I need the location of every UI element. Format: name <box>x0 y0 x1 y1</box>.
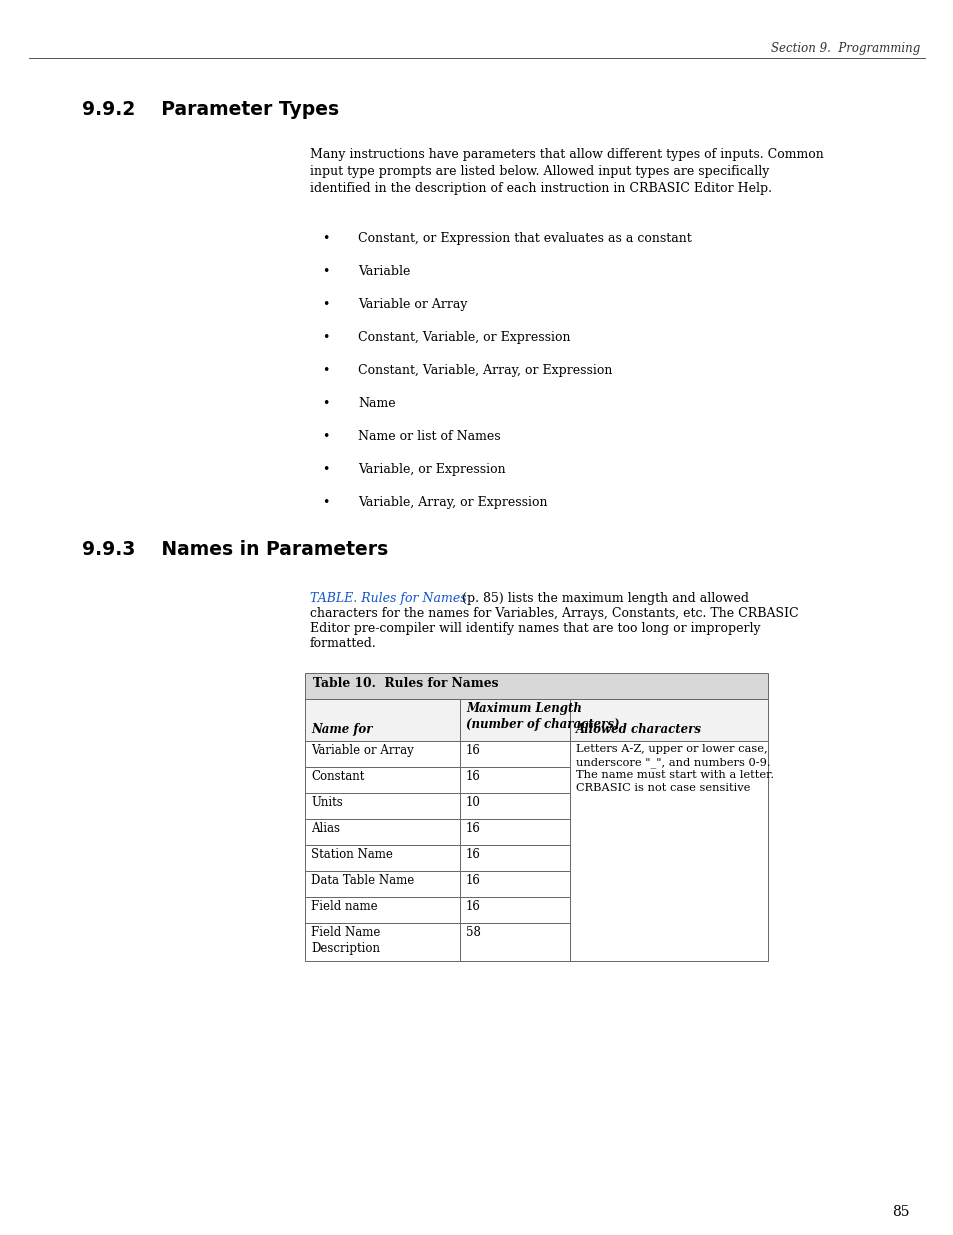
Bar <box>459 819 569 845</box>
Bar <box>459 871 569 897</box>
Text: characters for the names for Variables, Arrays, Constants, etc. The CRBASIC: characters for the names for Variables, … <box>310 606 798 620</box>
Bar <box>305 699 459 741</box>
Bar <box>305 897 459 923</box>
Bar <box>305 673 767 699</box>
Bar <box>459 793 569 819</box>
Text: Variable, or Expression: Variable, or Expression <box>357 463 505 475</box>
Bar <box>305 819 459 845</box>
Bar <box>569 741 767 961</box>
Text: 16: 16 <box>465 874 480 887</box>
Text: Field Name
Description: Field Name Description <box>311 926 380 955</box>
Text: Name for: Name for <box>311 722 372 736</box>
Bar <box>305 793 459 819</box>
Bar <box>459 699 569 741</box>
Text: 16: 16 <box>465 823 480 835</box>
Bar <box>305 845 459 871</box>
Text: 16: 16 <box>465 900 480 913</box>
Text: Editor pre-compiler will identify names that are too long or improperly: Editor pre-compiler will identify names … <box>310 622 760 635</box>
Text: •: • <box>322 266 329 278</box>
Text: Constant, or Expression that evaluates as a constant: Constant, or Expression that evaluates a… <box>357 232 691 245</box>
Text: •: • <box>322 496 329 509</box>
Text: Units: Units <box>311 797 342 809</box>
Text: Variable or Array: Variable or Array <box>311 743 414 757</box>
Text: Field name: Field name <box>311 900 377 913</box>
Text: Station Name: Station Name <box>311 848 393 861</box>
Text: Data Table Name: Data Table Name <box>311 874 414 887</box>
Text: •: • <box>322 430 329 443</box>
Text: Section 9.  Programming: Section 9. Programming <box>770 42 919 56</box>
Text: 16: 16 <box>465 769 480 783</box>
Text: •: • <box>322 364 329 377</box>
Text: Maximum Length
(number of characters): Maximum Length (number of characters) <box>465 701 618 731</box>
Text: Allowed characters: Allowed characters <box>576 722 701 736</box>
Text: Name: Name <box>357 396 395 410</box>
Bar <box>459 741 569 767</box>
Text: 16: 16 <box>465 848 480 861</box>
Text: Letters A-Z, upper or lower case,
underscore "_", and numbers 0-9.
The name must: Letters A-Z, upper or lower case, unders… <box>576 743 773 793</box>
Text: Variable, Array, or Expression: Variable, Array, or Expression <box>357 496 547 509</box>
Text: Alias: Alias <box>311 823 339 835</box>
Text: •: • <box>322 298 329 311</box>
Text: formatted.: formatted. <box>310 637 376 650</box>
Text: 85: 85 <box>892 1205 909 1219</box>
Text: TABLE. Rules for Names: TABLE. Rules for Names <box>310 592 466 605</box>
Text: Constant, Variable, or Expression: Constant, Variable, or Expression <box>357 331 570 345</box>
Text: 16: 16 <box>465 743 480 757</box>
Text: •: • <box>322 396 329 410</box>
Text: 58: 58 <box>465 926 480 939</box>
Text: Variable: Variable <box>357 266 410 278</box>
Bar <box>459 845 569 871</box>
Text: (p. 85) lists the maximum length and allowed: (p. 85) lists the maximum length and all… <box>457 592 748 605</box>
Text: Name or list of Names: Name or list of Names <box>357 430 500 443</box>
Bar <box>305 741 459 767</box>
Text: Table 10.  Rules for Names: Table 10. Rules for Names <box>313 677 498 690</box>
Bar <box>459 897 569 923</box>
Text: Variable or Array: Variable or Array <box>357 298 467 311</box>
Text: •: • <box>322 232 329 245</box>
Bar <box>305 767 459 793</box>
Bar <box>459 923 569 961</box>
Text: •: • <box>322 463 329 475</box>
Text: 10: 10 <box>465 797 480 809</box>
Text: 9.9.2    Parameter Types: 9.9.2 Parameter Types <box>82 100 338 119</box>
Bar <box>459 767 569 793</box>
Text: •: • <box>322 331 329 345</box>
Bar <box>305 923 459 961</box>
Bar <box>305 871 459 897</box>
Text: Many instructions have parameters that allow different types of inputs. Common
i: Many instructions have parameters that a… <box>310 148 822 195</box>
Bar <box>569 699 767 741</box>
Text: Constant: Constant <box>311 769 364 783</box>
Text: Constant, Variable, Array, or Expression: Constant, Variable, Array, or Expression <box>357 364 612 377</box>
Text: 9.9.3    Names in Parameters: 9.9.3 Names in Parameters <box>82 540 388 559</box>
